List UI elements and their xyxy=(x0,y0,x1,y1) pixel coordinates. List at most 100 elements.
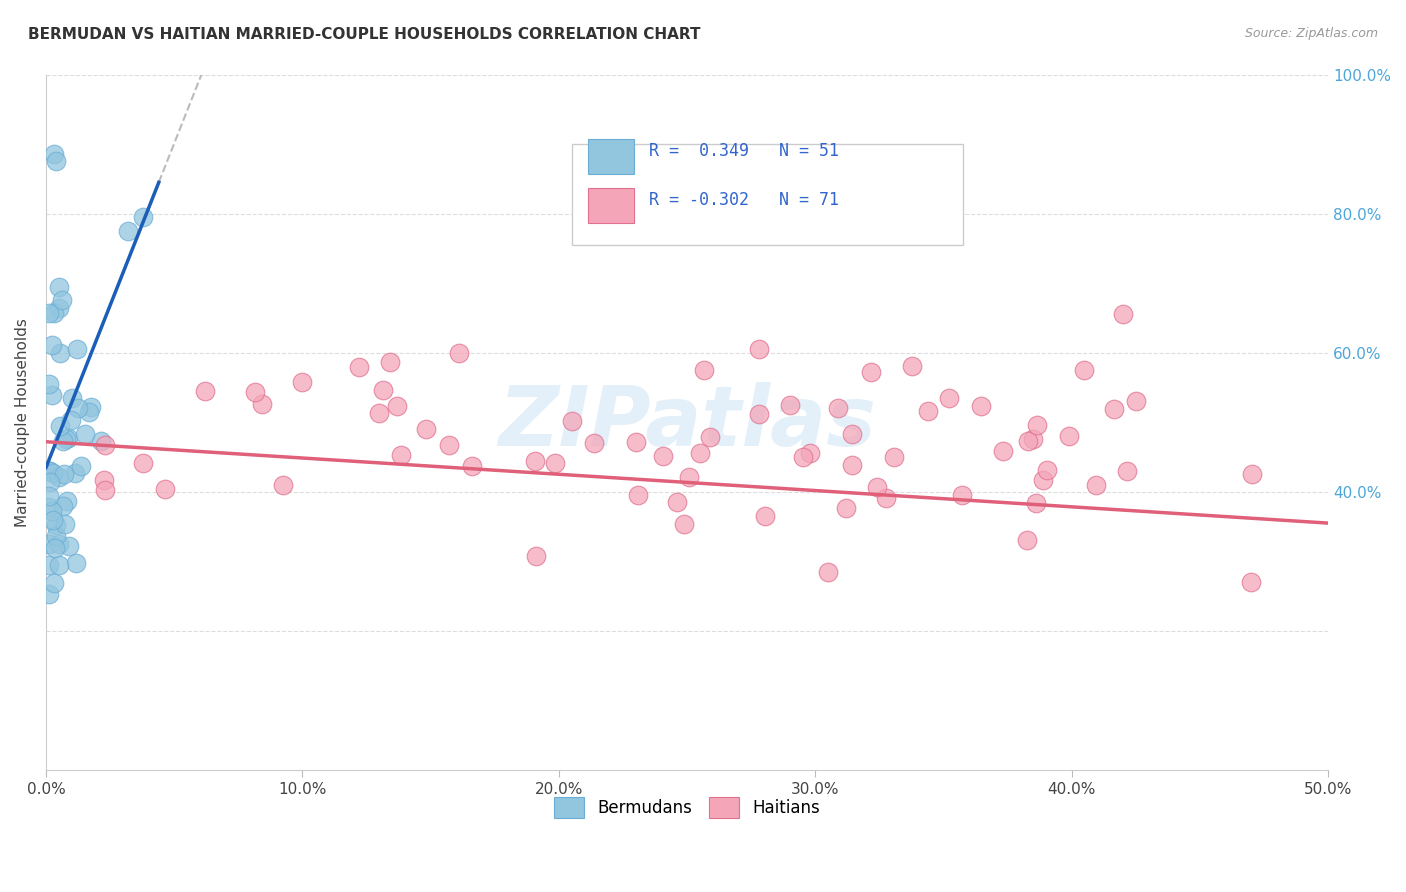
Point xyxy=(48,558,70,572)
Point xyxy=(51,293,73,307)
Point xyxy=(938,391,960,405)
Point xyxy=(38,376,60,391)
Point xyxy=(624,434,647,449)
Point xyxy=(153,483,176,497)
Text: Source: ZipAtlas.com: Source: ZipAtlas.com xyxy=(1244,27,1378,40)
Point xyxy=(627,487,650,501)
Point xyxy=(582,436,605,450)
Point xyxy=(42,466,65,480)
Point xyxy=(53,516,76,531)
Point xyxy=(49,419,72,434)
Point xyxy=(58,431,80,445)
Point xyxy=(389,448,412,462)
Point xyxy=(66,342,89,356)
Point xyxy=(748,342,770,356)
Point xyxy=(827,401,849,415)
Point xyxy=(250,397,273,411)
Point xyxy=(561,413,583,427)
Point xyxy=(523,454,546,468)
Point xyxy=(349,359,371,374)
Point xyxy=(77,404,100,418)
Point xyxy=(860,365,883,379)
Point xyxy=(415,422,437,436)
Point xyxy=(779,398,801,412)
Point xyxy=(55,493,77,508)
Point xyxy=(45,529,67,543)
Point xyxy=(45,518,67,533)
Point xyxy=(817,565,839,579)
Point xyxy=(94,438,117,452)
Point xyxy=(1015,533,1038,548)
Point xyxy=(1112,308,1135,322)
Point xyxy=(60,391,83,405)
Point xyxy=(1240,575,1263,590)
FancyBboxPatch shape xyxy=(572,145,963,245)
Point xyxy=(42,147,65,161)
Point xyxy=(693,363,716,377)
Point xyxy=(748,407,770,421)
Text: BERMUDAN VS HAITIAN MARRIED-COUPLE HOUSEHOLDS CORRELATION CHART: BERMUDAN VS HAITIAN MARRIED-COUPLE HOUSE… xyxy=(28,27,700,42)
Point xyxy=(385,399,408,413)
Point xyxy=(841,426,863,441)
Point xyxy=(45,154,67,169)
Point xyxy=(875,491,897,505)
Point xyxy=(524,549,547,563)
Point xyxy=(652,449,675,463)
Point xyxy=(38,558,60,573)
Point xyxy=(48,279,70,293)
Point xyxy=(44,306,66,320)
Point xyxy=(666,495,689,509)
Point xyxy=(699,430,721,444)
Point xyxy=(194,384,217,398)
Point xyxy=(368,406,391,420)
Text: R = -0.302   N = 71: R = -0.302 N = 71 xyxy=(648,191,838,209)
Point xyxy=(245,385,267,400)
Point xyxy=(39,464,62,478)
Point xyxy=(70,458,93,473)
Text: ZIPatlas: ZIPatlas xyxy=(498,382,876,463)
Point xyxy=(970,399,993,413)
Point xyxy=(132,456,155,470)
Point xyxy=(378,355,401,369)
Point xyxy=(883,450,905,464)
Point xyxy=(835,501,858,516)
Point xyxy=(673,517,696,532)
Point xyxy=(1085,478,1108,492)
Point xyxy=(39,475,62,489)
Point xyxy=(41,388,63,402)
Point xyxy=(437,438,460,452)
Point xyxy=(273,478,295,492)
Point xyxy=(38,500,60,514)
Point xyxy=(291,375,314,389)
Point xyxy=(991,444,1014,458)
Point xyxy=(41,504,63,518)
Point xyxy=(117,224,139,238)
Y-axis label: Married-couple Households: Married-couple Households xyxy=(15,318,30,526)
Point xyxy=(66,401,89,415)
Point xyxy=(42,576,65,591)
Point xyxy=(90,434,112,448)
Point xyxy=(544,456,567,470)
Point xyxy=(1017,434,1039,448)
Point xyxy=(689,446,711,460)
Point xyxy=(917,404,939,418)
Point xyxy=(1102,401,1125,416)
Point xyxy=(55,432,77,446)
Point xyxy=(48,537,70,551)
Point xyxy=(792,450,814,464)
Point xyxy=(38,464,60,478)
Point xyxy=(52,434,75,449)
Point xyxy=(48,470,70,484)
Point xyxy=(754,508,776,523)
Point xyxy=(1057,429,1080,443)
Legend: Bermudans, Haitians: Bermudans, Haitians xyxy=(547,790,827,824)
Point xyxy=(461,458,484,473)
Point xyxy=(1073,363,1095,377)
Point xyxy=(865,480,887,494)
Point xyxy=(60,413,83,427)
Point xyxy=(42,513,65,527)
Point xyxy=(38,489,60,503)
Point xyxy=(1026,418,1049,433)
Point xyxy=(38,306,60,320)
Point xyxy=(841,458,863,472)
